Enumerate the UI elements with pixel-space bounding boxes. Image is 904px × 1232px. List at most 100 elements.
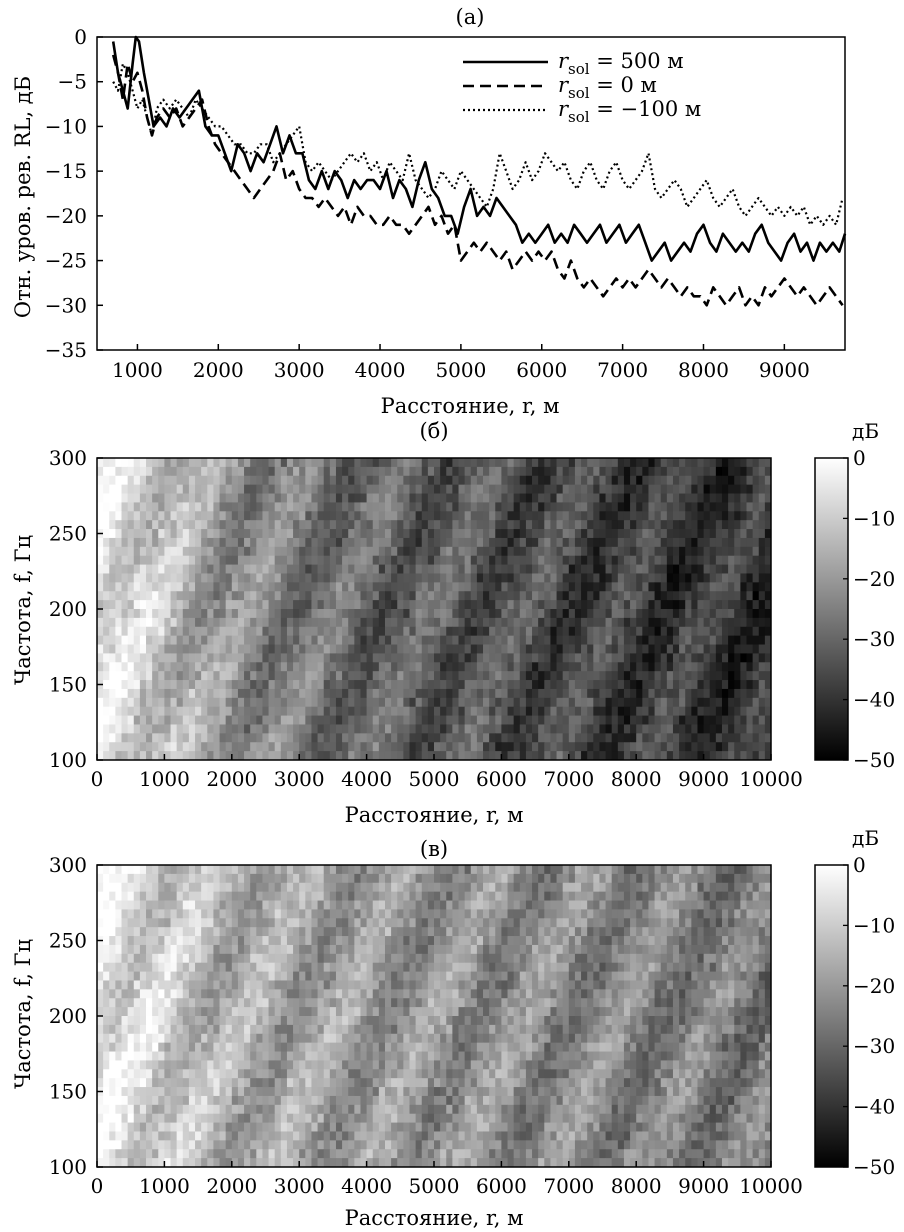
heatmap-cell — [335, 653, 343, 663]
heatmap-cell — [342, 644, 349, 654]
heatmap-cell — [182, 671, 190, 681]
heatmap-cell — [195, 918, 202, 928]
heatmap-cell — [519, 591, 527, 601]
heatmap-cell — [728, 865, 735, 875]
heatmap-cell — [384, 918, 392, 928]
heatmap-cell — [458, 944, 466, 955]
heatmap-cell — [427, 927, 435, 937]
heatmap-cell — [348, 927, 355, 937]
heatmap-cell — [507, 564, 515, 574]
heatmap-cell — [605, 537, 613, 548]
heatmap-cell — [133, 475, 141, 486]
heatmap-cell — [495, 715, 502, 725]
heatmap-cell — [262, 600, 269, 610]
heatmap-cell — [593, 475, 600, 486]
heatmap-cell — [262, 555, 269, 565]
heatmap-cell — [384, 882, 392, 893]
heatmap-cell — [213, 900, 220, 910]
heatmap-cell — [323, 671, 331, 681]
heatmap-cell — [550, 502, 557, 512]
heatmap-cell — [225, 724, 233, 734]
heatmap-cell — [434, 537, 441, 548]
heatmap-cell — [250, 511, 257, 521]
heatmap-cell — [170, 724, 178, 734]
heatmap-cell — [556, 475, 564, 486]
heatmap-cell — [286, 529, 294, 539]
heatmap-cell — [299, 882, 306, 893]
heatmap-cell — [728, 555, 735, 565]
heatmap-cell — [679, 865, 686, 875]
heatmap-cell — [384, 502, 392, 512]
heatmap-cell — [103, 573, 110, 583]
heatmap-cell — [317, 873, 325, 884]
heatmap-cell — [360, 529, 367, 539]
heatmap-cell — [679, 555, 686, 565]
heatmap-cell — [734, 564, 741, 574]
heatmap-cell — [470, 706, 478, 716]
heatmap-cell — [483, 635, 490, 645]
heatmap-cell — [427, 475, 435, 486]
heatmap-cell — [158, 697, 165, 708]
heatmap-cell — [201, 944, 208, 955]
heatmap-cell — [617, 600, 625, 610]
heatmap-cell — [427, 617, 435, 628]
heatmap-cell — [470, 635, 478, 645]
heatmap-cell — [648, 662, 655, 672]
heatmap-cell — [335, 927, 343, 937]
heatmap-cell — [280, 609, 288, 619]
heatmap-cell — [397, 724, 404, 734]
heatmap-cell — [256, 546, 263, 557]
heatmap-cell — [188, 662, 196, 672]
heatmap-cell — [434, 900, 441, 910]
heatmap-cell — [636, 873, 643, 884]
heatmap-cell — [231, 715, 239, 725]
heatmap-cell — [532, 742, 539, 752]
heatmap-cell — [384, 555, 392, 565]
heatmap-cell — [176, 475, 184, 486]
heatmap-cell — [176, 546, 184, 557]
heatmap-cell — [354, 475, 361, 486]
heatmap-cell — [244, 865, 251, 875]
heatmap-cell — [458, 484, 466, 494]
heatmap-cell — [672, 644, 680, 654]
heatmap-cell — [568, 733, 576, 743]
heatmap-cell — [630, 529, 637, 539]
heatmap-cell — [121, 458, 129, 468]
heatmap-cell — [219, 600, 227, 610]
heatmap-cell — [195, 458, 202, 468]
heatmap-cell — [329, 944, 337, 955]
heatmap-cell — [103, 891, 110, 901]
panel-a-xtick-label: 1000 — [112, 358, 163, 382]
heatmap-cell — [372, 662, 380, 672]
heatmap-cell — [219, 626, 227, 637]
heatmap-cell — [672, 724, 680, 734]
heatmap-cell — [109, 873, 116, 884]
heatmap-cell — [642, 502, 649, 512]
heatmap-cell — [587, 529, 594, 539]
heatmap-cell — [703, 891, 711, 901]
heatmap-cell — [158, 617, 165, 628]
heatmap-cell — [470, 493, 478, 503]
heatmap-cell — [746, 458, 754, 468]
heatmap-cell — [440, 573, 447, 583]
heatmap-cell — [372, 944, 380, 955]
heatmap-cell — [225, 865, 233, 875]
heatmap-cell — [489, 918, 496, 928]
heatmap-cell — [666, 742, 674, 752]
heatmap-cell — [654, 944, 662, 955]
heatmap-cell — [354, 573, 361, 583]
heatmap-cell — [636, 891, 643, 901]
heatmap-cell — [268, 520, 276, 530]
heatmap-cell — [728, 529, 735, 539]
heatmap-cell — [446, 927, 453, 937]
heatmap-cell — [176, 635, 184, 645]
heatmap-cell — [495, 591, 502, 601]
heatmap-cell — [311, 582, 318, 592]
heatmap-cell — [421, 671, 429, 681]
heatmap-cell — [525, 724, 533, 734]
heatmap-cell — [440, 909, 447, 919]
heatmap-cell — [464, 546, 472, 557]
heatmap-cell — [213, 724, 220, 734]
heatmap-cell — [666, 502, 674, 512]
heatmap-cell — [133, 600, 141, 610]
